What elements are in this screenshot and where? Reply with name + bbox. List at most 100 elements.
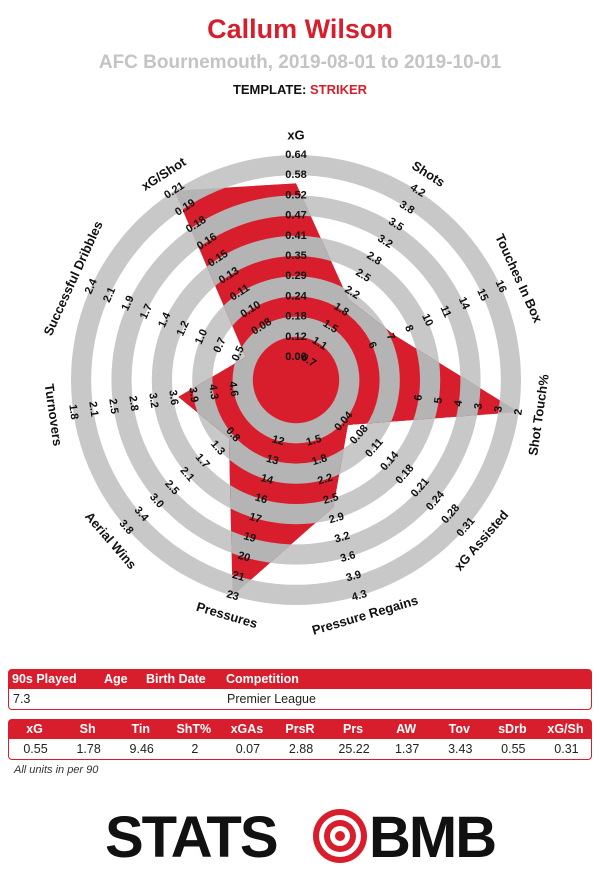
radar-tick-label: 2.9 bbox=[328, 510, 346, 526]
radar-tick-label: 12 bbox=[271, 433, 286, 448]
info-header-cell: Age bbox=[104, 672, 128, 686]
stats-table-header: xG Sh Tin ShT% xGAs PrsR Prs AW Tov sDrb xG/Sh bbox=[8, 719, 592, 739]
info-value-cell: 7.3 bbox=[13, 692, 31, 706]
stats-value-cell: 9.46 bbox=[129, 742, 154, 756]
stats-header-cell: AW bbox=[396, 722, 417, 736]
player-name-title: Callum Wilson bbox=[207, 14, 393, 44]
info-header-cell: Birth Date bbox=[146, 672, 206, 686]
stats-header-cell: PrsR bbox=[285, 722, 315, 736]
radar-tick-label: 3.2 bbox=[146, 392, 160, 409]
stats-value-cell: 2.88 bbox=[288, 742, 314, 756]
radar-tick-label: 0.12 bbox=[285, 331, 306, 343]
stats-table-row: 0.55 1.78 9.46 2 0.07 2.88 25.22 1.37 3.43 0.55 0.… bbox=[8, 739, 592, 760]
stats-header-cell: Tov bbox=[448, 722, 470, 736]
radar-tick-label: 15 bbox=[474, 287, 490, 303]
radar-tick-label: 8 bbox=[402, 323, 415, 334]
radar-tick-label: 4.3 bbox=[206, 383, 220, 400]
radar-tick-label: 1.7 bbox=[138, 302, 155, 321]
radar-tick-label: 1.9 bbox=[119, 294, 136, 313]
info-value-cell: Premier League bbox=[227, 692, 316, 706]
radar-tick-label: 3.6 bbox=[339, 549, 357, 565]
radar-tick-label: 16 bbox=[254, 492, 269, 507]
radar-tick-label: 3 bbox=[472, 402, 485, 410]
template-value: STRIKER bbox=[309, 82, 368, 97]
radar-tick-label: 1.2 bbox=[175, 319, 192, 338]
team-date-subtitle: AFC Bournemouth, 2019-08-01 to 2019-10-0… bbox=[98, 52, 502, 73]
radar-tick-label: 3.6 bbox=[166, 389, 180, 406]
radar-tick-label: 20 bbox=[236, 550, 251, 565]
radar-tick-label: 0.7 bbox=[211, 336, 228, 355]
radar-tick-label: 3.9 bbox=[186, 386, 200, 403]
radar-tick-label: 3.9 bbox=[345, 569, 363, 585]
radar-tick-label: 5 bbox=[432, 397, 445, 405]
radar-tick-label: 0.64 bbox=[285, 149, 307, 161]
radar-tick-label: 4.6 bbox=[226, 381, 240, 398]
stats-header-cell: sDrb bbox=[498, 722, 527, 736]
info-header-cell: Competition bbox=[226, 672, 299, 686]
radar-axis-label: xG bbox=[287, 128, 304, 143]
radar-tick-label: 0.06 bbox=[285, 351, 306, 363]
stats-value-cell: 3.43 bbox=[448, 742, 473, 756]
units-footnote: All units in per 90 bbox=[14, 764, 99, 776]
stats-value-cell: 1.37 bbox=[394, 742, 420, 756]
stats-value-cell: 2 bbox=[191, 742, 199, 756]
stats-value-cell: 0.07 bbox=[235, 742, 261, 756]
stats-header-cell: Sh bbox=[79, 722, 96, 736]
radar-tick-label: 17 bbox=[248, 511, 263, 526]
radar-tick-label: 0.24 bbox=[285, 290, 307, 302]
stats-header-cell: Tin bbox=[131, 722, 150, 736]
radar-tick-label: 2.8 bbox=[126, 395, 140, 412]
target-icon bbox=[313, 809, 367, 863]
stats-value-cell: 25.22 bbox=[338, 742, 370, 756]
stats-header-cell: xG bbox=[26, 722, 43, 736]
radar-tick-label: 0.41 bbox=[285, 230, 306, 242]
stats-header-cell: xG/Sh bbox=[547, 722, 584, 736]
radar-tick-label: 14 bbox=[456, 295, 472, 312]
radar-tick-label: 0.18 bbox=[285, 311, 306, 323]
radar-tick-label: 23 bbox=[225, 588, 240, 603]
statsbomb-logo: STATS BMB bbox=[105, 805, 495, 865]
radar-tick-label: 1.0 bbox=[193, 327, 210, 346]
radar-tick-label: 0.52 bbox=[285, 189, 306, 201]
radar-tick-label: 4 bbox=[452, 399, 465, 408]
radar-tick-label: 1.5 bbox=[305, 433, 323, 449]
radar-chart: 0.060.120.180.240.290.350.410.470.520.58… bbox=[41, 128, 552, 638]
radar-tick-label: 6 bbox=[365, 340, 378, 351]
radar-tick-label: 0.58 bbox=[285, 169, 306, 181]
radar-tick-label: 0.5 bbox=[230, 344, 247, 363]
info-table: 90s Played Age Birth Date Competition 7.… bbox=[8, 669, 592, 710]
logo-text-right: BMB bbox=[369, 805, 495, 865]
stats-value-cell: 0.31 bbox=[554, 742, 579, 756]
radar-tick-label: 11 bbox=[438, 304, 454, 320]
radar-tick-label: 3 bbox=[492, 405, 505, 413]
radar-tick-label: 2.1 bbox=[86, 401, 100, 418]
stats-table: xG Sh Tin ShT% xGAs PrsR Prs AW Tov sDrb xG/Sh 0.5… bbox=[8, 719, 592, 760]
info-table-row: 7.3 Premier League bbox=[8, 689, 592, 710]
radar-tick-label: 1.8 bbox=[311, 452, 329, 468]
template-label-text: TEMPLATE: bbox=[232, 82, 307, 97]
stats-value-cell: 1.78 bbox=[76, 742, 101, 756]
radar-tick-label: 2 bbox=[512, 408, 525, 416]
stats-header-cell: xGAs bbox=[230, 722, 264, 736]
info-table-header: 90s Played Age Birth Date Competition bbox=[8, 669, 592, 689]
radar-tick-label: 0.29 bbox=[285, 270, 306, 282]
radar-tick-label: 1.8 bbox=[66, 404, 80, 421]
radar-tick-label: 0.35 bbox=[285, 250, 306, 262]
radar-tick-label: 19 bbox=[242, 530, 257, 545]
radar-tick-label: 21 bbox=[231, 569, 246, 584]
radar-axis-label: Shot Touch% bbox=[525, 373, 552, 457]
radar-tick-label: 7 bbox=[384, 332, 397, 343]
radar-tick-label: 2.2 bbox=[316, 472, 334, 488]
radar-tick-label: 4.3 bbox=[350, 588, 368, 604]
template-label: TEMPLATE: STRIKER bbox=[0, 82, 600, 97]
radar-tick-label: 14 bbox=[259, 472, 275, 487]
stats-header-cell: ShT% bbox=[176, 722, 212, 736]
radar-tick-label: 10 bbox=[419, 312, 435, 328]
radar-axis-label: Pressures bbox=[195, 599, 260, 631]
radar-tick-label: 2.5 bbox=[106, 398, 120, 415]
radar-tick-label: 2.1 bbox=[101, 285, 118, 304]
stats-value-cell: 0.55 bbox=[23, 742, 48, 756]
logo-text-left: STATS bbox=[105, 805, 277, 865]
radar-tick-label: 6 bbox=[412, 394, 425, 402]
radar-tick-label: 13 bbox=[265, 453, 280, 468]
